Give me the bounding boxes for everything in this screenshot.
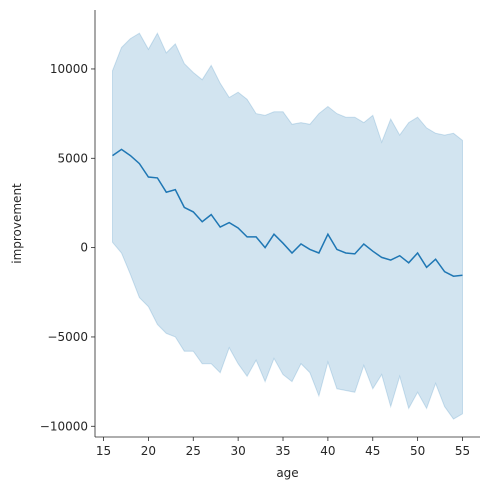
x-tick-label: 15 xyxy=(96,444,111,458)
x-tick-label: 40 xyxy=(320,444,335,458)
y-tick-label: 5000 xyxy=(57,151,88,165)
y-axis-label: improvement xyxy=(10,183,24,264)
x-tick-label: 55 xyxy=(455,444,470,458)
x-tick-label: 45 xyxy=(365,444,380,458)
x-axis: 15 20 25 30 35 40 45 50 55 xyxy=(95,436,480,458)
y-axis: −10000 −5000 0 5000 10000 xyxy=(40,10,96,437)
x-tick-label: 30 xyxy=(231,444,246,458)
x-tick-label: 35 xyxy=(275,444,290,458)
x-tick-label: 20 xyxy=(141,444,156,458)
y-tick-label: −5000 xyxy=(47,330,88,344)
x-tick-label: 50 xyxy=(410,444,425,458)
y-tick-label: 0 xyxy=(80,241,88,255)
y-tick-label: 10000 xyxy=(50,62,88,76)
x-tick-label: 25 xyxy=(186,444,201,458)
series-line xyxy=(112,148,463,277)
confidence-band xyxy=(112,32,463,420)
x-axis-label: age xyxy=(276,466,298,480)
y-tick-label: −10000 xyxy=(40,419,88,433)
